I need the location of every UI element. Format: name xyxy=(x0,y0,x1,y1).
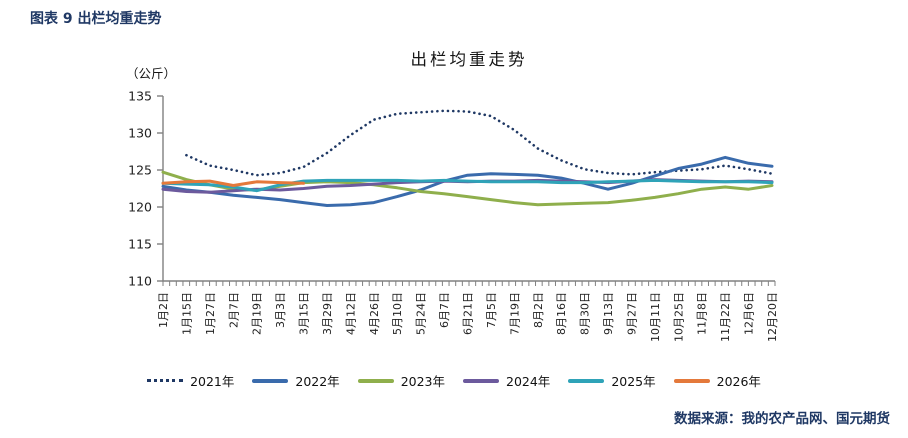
x-tick-label: 12月6日 xyxy=(743,292,756,335)
x-tick-label: 8月2日 xyxy=(532,292,545,328)
x-tick-label: 1月2日 xyxy=(157,292,170,328)
x-tick-label: 9月27日 xyxy=(625,292,638,335)
x-tick-label: 10月11日 xyxy=(649,292,662,342)
x-tick-label: 3月3日 xyxy=(274,292,287,328)
data-source-note: 数据来源：我的农产品网、国元期货 xyxy=(674,411,890,427)
x-tick-label: 1月15日 xyxy=(180,292,193,335)
x-tick-label: 2月19日 xyxy=(251,292,264,335)
x-tick-label: 7月19日 xyxy=(508,292,521,335)
x-tick-label: 11月8日 xyxy=(696,292,709,335)
x-tick-label: 6月21日 xyxy=(462,292,475,335)
x-tick-label: 1月27日 xyxy=(204,292,217,335)
series-line-2021年 xyxy=(185,109,774,177)
y-tick-label: 125 xyxy=(128,163,152,178)
x-tick-label: 6月7日 xyxy=(438,292,451,328)
chart-legend: 2021年 2022年 2023年 2024年 2025年 2026年 xyxy=(0,371,908,390)
chart-title: 出栏均重走势 xyxy=(410,50,528,69)
x-tick-label: 4月12日 xyxy=(344,292,357,335)
legend-swatch-2025年 xyxy=(568,378,605,383)
legend-label: 2023年 xyxy=(400,374,445,389)
y-tick-label: 120 xyxy=(128,200,152,215)
legend-swatch-2021年 xyxy=(147,379,184,382)
figure-caption: 图表 9 出栏均重走势 xyxy=(30,11,162,27)
x-tick-label: 10月25日 xyxy=(672,292,685,342)
x-tick-label: 5月10日 xyxy=(391,292,404,335)
x-tick-label: 5月24日 xyxy=(415,292,428,335)
y-tick-label: 130 xyxy=(128,126,152,141)
legend-label: 2025年 xyxy=(611,374,656,389)
legend-item-2021年: 2021年 xyxy=(147,371,234,390)
legend-item-2023年: 2023年 xyxy=(357,371,445,390)
legend-item-2025年: 2025年 xyxy=(568,371,656,390)
x-tick-label: 11月22日 xyxy=(719,292,732,342)
x-tick-label: 8月16日 xyxy=(555,292,568,335)
legend-swatch-2024年 xyxy=(463,378,499,383)
legend-swatch-2023年 xyxy=(357,378,394,383)
y-axis-unit-label: （公斤） xyxy=(126,66,177,81)
legend-label: 2021年 xyxy=(190,374,235,389)
legend-label: 2026年 xyxy=(716,374,761,389)
x-tick-label: 4月26日 xyxy=(368,292,381,335)
y-tick-label: 135 xyxy=(128,89,152,104)
x-tick-label: 2月7日 xyxy=(227,292,240,328)
legend-item-2026年: 2026年 xyxy=(673,371,761,390)
series-line-2025年 xyxy=(161,178,774,193)
x-tick-label: 3月15日 xyxy=(298,292,311,335)
legend-item-2024年: 2024年 xyxy=(463,371,550,390)
x-tick-label: 12月20日 xyxy=(766,292,779,342)
x-tick-label: 7月5日 xyxy=(485,292,498,328)
x-tick-label: 9月13日 xyxy=(602,292,615,335)
x-tick-label: 8月30日 xyxy=(579,292,592,335)
series-line-2022年 xyxy=(161,155,774,207)
x-tick-label: 3月29日 xyxy=(321,292,334,335)
series-line-2026年 xyxy=(161,179,305,187)
legend-swatch-2026年 xyxy=(673,378,710,383)
y-tick-label: 110 xyxy=(128,274,152,289)
y-tick-label: 115 xyxy=(128,237,152,252)
legend-label: 2024年 xyxy=(506,374,551,389)
legend-item-2022年: 2022年 xyxy=(252,371,340,390)
legend-label: 2022年 xyxy=(295,374,340,389)
legend-swatch-2022年 xyxy=(252,378,289,383)
